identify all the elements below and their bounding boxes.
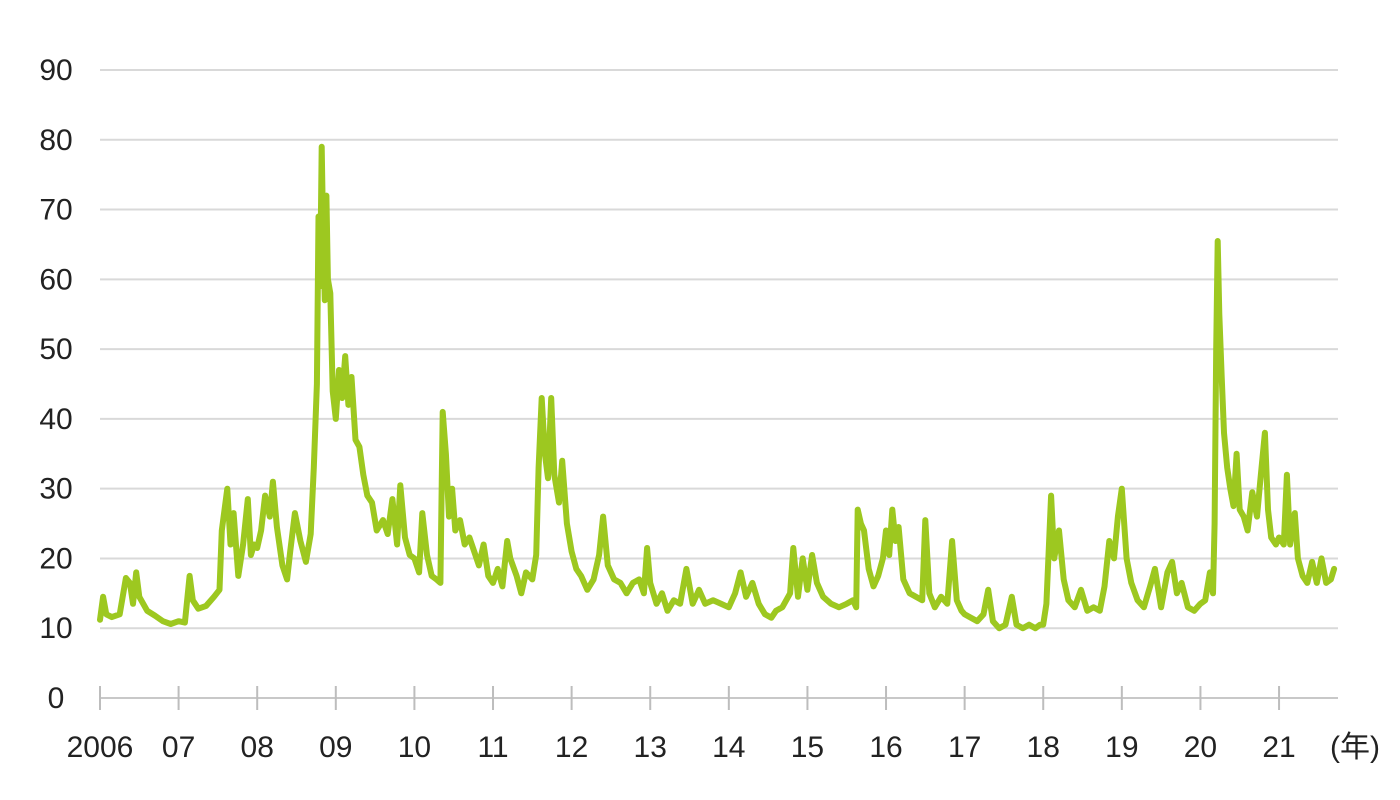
series-line-0	[97, 143, 1338, 632]
y-tick-label-20: 20	[39, 542, 72, 575]
x-tick-label-12: 12	[555, 731, 588, 764]
y-tick-label-70: 70	[39, 194, 72, 227]
y-tick-label-60: 60	[39, 263, 72, 296]
y-tick-label-80: 80	[39, 124, 72, 157]
x-axis-unit-label: (年)	[1330, 731, 1380, 764]
x-tick-label-14: 14	[712, 731, 745, 764]
x-axis	[99, 686, 1338, 710]
x-tick-label-19: 19	[1105, 731, 1138, 764]
x-tick-label-09: 09	[319, 731, 352, 764]
x-tick-label-17: 17	[948, 731, 981, 764]
x-tick-label-15: 15	[791, 731, 824, 764]
tick-labels: 0 10 20 30 40 50 60 70 80 90 2006 07 08 09 10 11 12 13 14 1…	[39, 54, 1295, 764]
x-tick-label-13: 13	[634, 731, 667, 764]
y-tick-label-50: 50	[39, 333, 72, 366]
x-tick-label-20: 20	[1184, 731, 1217, 764]
x-tick-label-07: 07	[162, 731, 195, 764]
grid-layer	[100, 69, 1338, 630]
y-tick-label-30: 30	[39, 473, 72, 506]
x-tick-label-16: 16	[869, 731, 902, 764]
y-tick-label-90: 90	[39, 54, 72, 87]
x-tick-label-10: 10	[398, 731, 431, 764]
x-tick-label-11: 11	[477, 731, 508, 764]
y-tick-label-0: 0	[48, 682, 65, 715]
x-tick-label-08: 08	[241, 731, 274, 764]
y-tick-label-40: 40	[39, 403, 72, 436]
y-tick-label-10: 10	[39, 612, 72, 645]
x-tick-label-21: 21	[1262, 731, 1295, 764]
series-layer	[97, 143, 1338, 632]
x-tick-label-18: 18	[1027, 731, 1060, 764]
x-tick-label-2006: 2006	[67, 731, 134, 764]
